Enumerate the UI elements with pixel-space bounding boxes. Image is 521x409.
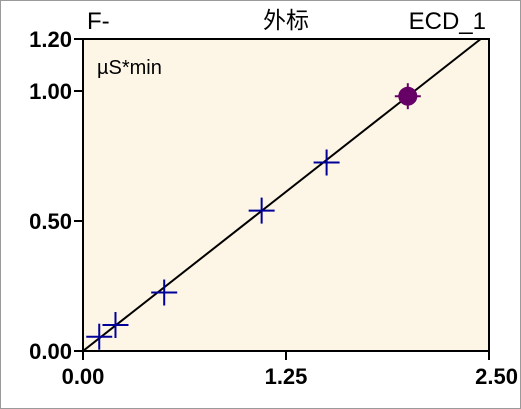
x-tick-label: 2.50 — [475, 364, 518, 389]
calibration-point — [102, 312, 129, 338]
y-tick-label: 1.00 — [29, 79, 72, 104]
y-axis-unit-label: µS*min — [97, 57, 162, 79]
axis-layer: 0.00 0.50 1.00 1.20 0.00 1.25 2.50 — [29, 27, 518, 389]
data-layer — [82, 38, 482, 352]
y-tick-label: 0.00 — [29, 339, 72, 364]
detector-label: ECD_1 — [409, 8, 486, 35]
sample-point — [394, 83, 421, 110]
x-tick-label: 1.25 — [265, 364, 308, 389]
calibration-point — [86, 323, 113, 350]
calibration-point — [248, 197, 275, 224]
calibration-point — [313, 149, 340, 176]
y-tick-label: 0.50 — [29, 209, 72, 234]
analyte-label: F- — [87, 8, 110, 35]
method-label: 外标 — [263, 8, 309, 34]
x-tick-label: 0.00 — [62, 364, 105, 389]
y-tick-label: 1.20 — [29, 27, 72, 52]
calibration-point — [151, 279, 178, 306]
